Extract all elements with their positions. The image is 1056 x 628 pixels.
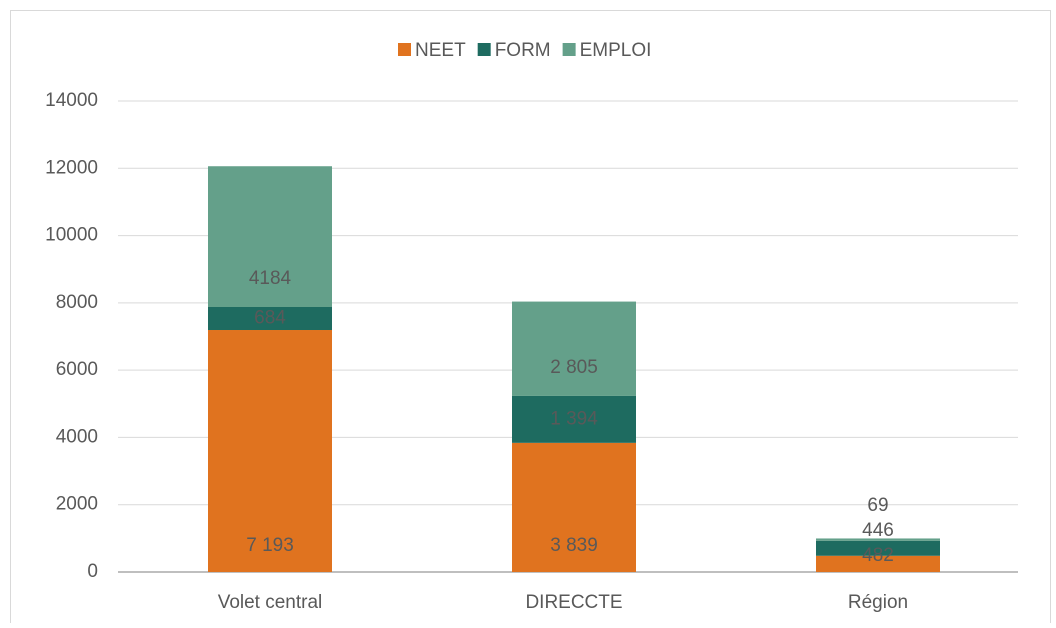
y-tick-label: 0: [87, 561, 98, 582]
legend-label: EMPLOI: [580, 40, 652, 61]
bar-segment: [816, 540, 940, 556]
y-tick-label: 14000: [45, 90, 98, 111]
y-tick-label: 8000: [56, 292, 98, 313]
legend-swatch: [477, 43, 491, 56]
bar-segment: [208, 306, 332, 331]
legend-swatch: [562, 43, 576, 56]
data-label: 69: [867, 495, 888, 516]
x-tick-label: Région: [848, 592, 908, 613]
legend-label: NEET: [415, 40, 466, 61]
y-tick-label: 4000: [56, 426, 98, 447]
legend-swatch: [398, 43, 411, 56]
bar-segment: [816, 555, 940, 572]
data-label: 2 805: [550, 357, 598, 378]
data-label: 446: [862, 520, 894, 541]
bar-segment: [816, 538, 940, 541]
data-label: 1 394: [550, 408, 598, 429]
data-label: 7 193: [246, 535, 294, 556]
bar-segment: [512, 442, 636, 572]
bar-segment: [512, 301, 636, 396]
x-tick-label: Volet central: [218, 592, 323, 613]
data-label: 684: [254, 308, 286, 329]
bar-segment: [208, 330, 332, 572]
y-tick-label: 6000: [56, 359, 98, 380]
x-tick-label: DIRECCTE: [525, 592, 622, 613]
data-label: 482: [862, 545, 894, 566]
data-label: 3 839: [550, 535, 598, 556]
y-tick-label: 10000: [45, 225, 98, 246]
bar-segment: [512, 395, 636, 443]
y-tick-label: 2000: [56, 494, 98, 515]
data-label: 4184: [249, 268, 292, 289]
legend-label: FORM: [495, 40, 551, 61]
bar-segment: [208, 166, 332, 307]
y-tick-label: 12000: [45, 157, 98, 178]
